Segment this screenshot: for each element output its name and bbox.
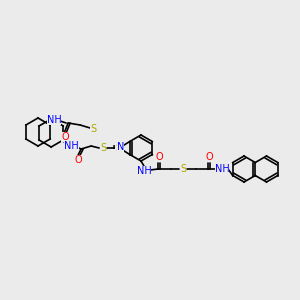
Text: O: O (205, 152, 213, 162)
Text: NH: NH (47, 115, 61, 125)
Text: N: N (117, 142, 124, 152)
Text: S: S (100, 143, 106, 153)
Text: S: S (115, 143, 122, 153)
Text: NH: NH (136, 166, 152, 176)
Text: S: S (180, 164, 186, 174)
Text: O: O (61, 132, 69, 142)
Text: O: O (155, 152, 163, 162)
Text: NH: NH (214, 164, 230, 174)
Text: NH: NH (64, 141, 79, 151)
Text: O: O (74, 155, 82, 165)
Text: S: S (90, 124, 96, 134)
